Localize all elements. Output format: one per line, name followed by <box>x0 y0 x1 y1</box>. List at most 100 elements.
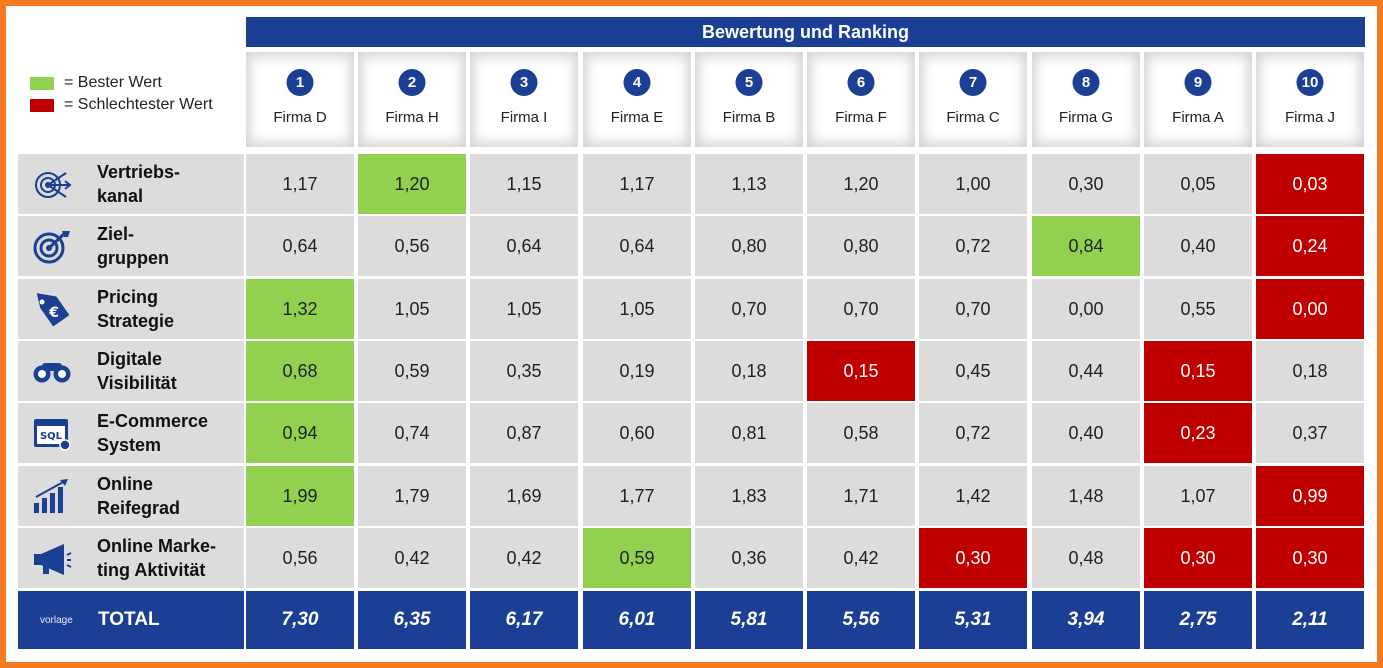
criterion-label: Online Marke- ting Aktivität <box>97 536 217 580</box>
company-name: Firma C <box>946 109 1000 126</box>
criterion-label: Ziel- gruppen <box>97 224 169 268</box>
svg-text:€: € <box>48 305 59 321</box>
score-cell: 1,48 <box>1032 466 1140 526</box>
binoculars-icon <box>32 354 72 390</box>
rank-badge: 5 <box>735 69 763 96</box>
total-cell: 6,01 <box>583 591 691 649</box>
rank-badge: 7 <box>959 69 987 96</box>
score-cell: 0,44 <box>1032 341 1140 401</box>
score-cell: 0,60 <box>583 403 691 463</box>
score-cell: 0,40 <box>1032 403 1140 463</box>
criterion-label: Online Reifegrad <box>97 474 181 518</box>
score-cell-best: 0,94 <box>246 403 354 463</box>
total-label: TOTAL <box>98 609 160 630</box>
score-cell-worst: 0,30 <box>919 528 1027 588</box>
score-cell: 0,64 <box>470 216 578 276</box>
score-cell: 0,18 <box>1256 341 1364 401</box>
score-cell: 1,69 <box>470 466 578 526</box>
score-cell: 0,05 <box>1144 154 1252 214</box>
criterion-label-cell: € Pricing Strategie <box>18 279 244 339</box>
company-header: 1 Firma D <box>246 52 354 147</box>
criterion-label-cell: SQL E-Commerce System <box>18 403 244 463</box>
company-header: 10 Firma J <box>1256 52 1364 147</box>
score-cell-best: 0,68 <box>246 341 354 401</box>
score-cell: 1,20 <box>807 154 915 214</box>
price-tag-icon: € <box>32 292 72 328</box>
company-header: 7 Firma C <box>919 52 1027 147</box>
company-header: 9 Firma A <box>1144 52 1252 147</box>
total-cell: 7,30 <box>246 591 354 649</box>
score-cell: 0,36 <box>695 528 803 588</box>
total-cell: 5,56 <box>807 591 915 649</box>
score-cell-worst: 0,03 <box>1256 154 1364 214</box>
criterion-label: Digitale Visibilität <box>97 349 177 393</box>
score-cell: 0,18 <box>695 341 803 401</box>
score-cell: 1,05 <box>583 279 691 339</box>
score-cell: 1,05 <box>470 279 578 339</box>
rank-badge: 3 <box>510 69 538 96</box>
score-cell: 1,17 <box>583 154 691 214</box>
score-cell: 0,42 <box>470 528 578 588</box>
score-cell: 0,37 <box>1256 403 1364 463</box>
rank-badge: 6 <box>847 69 875 96</box>
score-cell: 0,72 <box>919 216 1027 276</box>
watermark-text: vorlage <box>40 614 73 626</box>
criterion-label-cell: Digitale Visibilität <box>18 341 244 401</box>
total-cell: 5,81 <box>695 591 803 649</box>
score-cell-worst: 0,24 <box>1256 216 1364 276</box>
score-cell-worst: 0,30 <box>1256 528 1364 588</box>
total-cell: 2,75 <box>1144 591 1252 649</box>
score-cell: 1,42 <box>919 466 1027 526</box>
criterion-label: Pricing Strategie <box>97 287 175 331</box>
score-cell-worst: 0,30 <box>1144 528 1252 588</box>
legend-worst-label: = Schlechtester Wert <box>64 96 213 113</box>
company-name: Firma A <box>1172 109 1224 126</box>
score-cell-worst: 0,23 <box>1144 403 1252 463</box>
score-cell: 0,42 <box>358 528 466 588</box>
score-cell: 0,70 <box>695 279 803 339</box>
company-name: Firma I <box>500 109 548 126</box>
company-header: 6 Firma F <box>807 52 915 147</box>
total-cell: 6,35 <box>358 591 466 649</box>
company-name: Firma F <box>835 109 887 126</box>
score-cell-best: 0,59 <box>583 528 691 588</box>
criterion-label: E-Commerce System <box>97 411 209 455</box>
score-cell-worst: 0,00 <box>1256 279 1364 339</box>
score-cell: 0,58 <box>807 403 915 463</box>
score-cell: 0,70 <box>807 279 915 339</box>
rank-badge: 1 <box>286 69 314 96</box>
score-cell: 1,07 <box>1144 466 1252 526</box>
score-cell: 0,30 <box>1032 154 1140 214</box>
score-cell-worst: 0,15 <box>1144 341 1252 401</box>
score-cell: 0,48 <box>1032 528 1140 588</box>
score-cell: 0,00 <box>1032 279 1140 339</box>
score-cell: 0,80 <box>807 216 915 276</box>
criterion-label-cell: Online Marke- ting Aktivität <box>18 528 244 588</box>
table-title-banner: Bewertung und Ranking <box>246 17 1365 47</box>
legend-worst-swatch <box>30 98 54 112</box>
criterion-label-cell: Online Reifegrad <box>18 466 244 526</box>
company-header: 2 Firma H <box>358 52 466 147</box>
score-cell: 0,42 <box>807 528 915 588</box>
company-header: 5 Firma B <box>695 52 803 147</box>
score-cell: 0,19 <box>583 341 691 401</box>
score-cell: 0,35 <box>470 341 578 401</box>
score-cell: 1,17 <box>246 154 354 214</box>
score-cell-best: 1,32 <box>246 279 354 339</box>
company-header: 8 Firma G <box>1032 52 1140 147</box>
rank-badge: 10 <box>1296 69 1324 96</box>
table-title: Bewertung und Ranking <box>702 21 909 42</box>
company-name: Firma G <box>1058 109 1114 126</box>
score-cell: 1,15 <box>470 154 578 214</box>
score-cell: 1,77 <box>583 466 691 526</box>
company-name: Firma B <box>722 109 776 126</box>
sql-browser-icon: SQL <box>32 416 72 452</box>
rank-badge: 4 <box>623 69 651 96</box>
company-name: Firma D <box>273 109 327 126</box>
score-cell-best: 1,20 <box>358 154 466 214</box>
score-cell: 1,79 <box>358 466 466 526</box>
score-cell: 1,05 <box>358 279 466 339</box>
score-cell-best: 1,99 <box>246 466 354 526</box>
score-cell: 1,83 <box>695 466 803 526</box>
score-cell: 0,59 <box>358 341 466 401</box>
